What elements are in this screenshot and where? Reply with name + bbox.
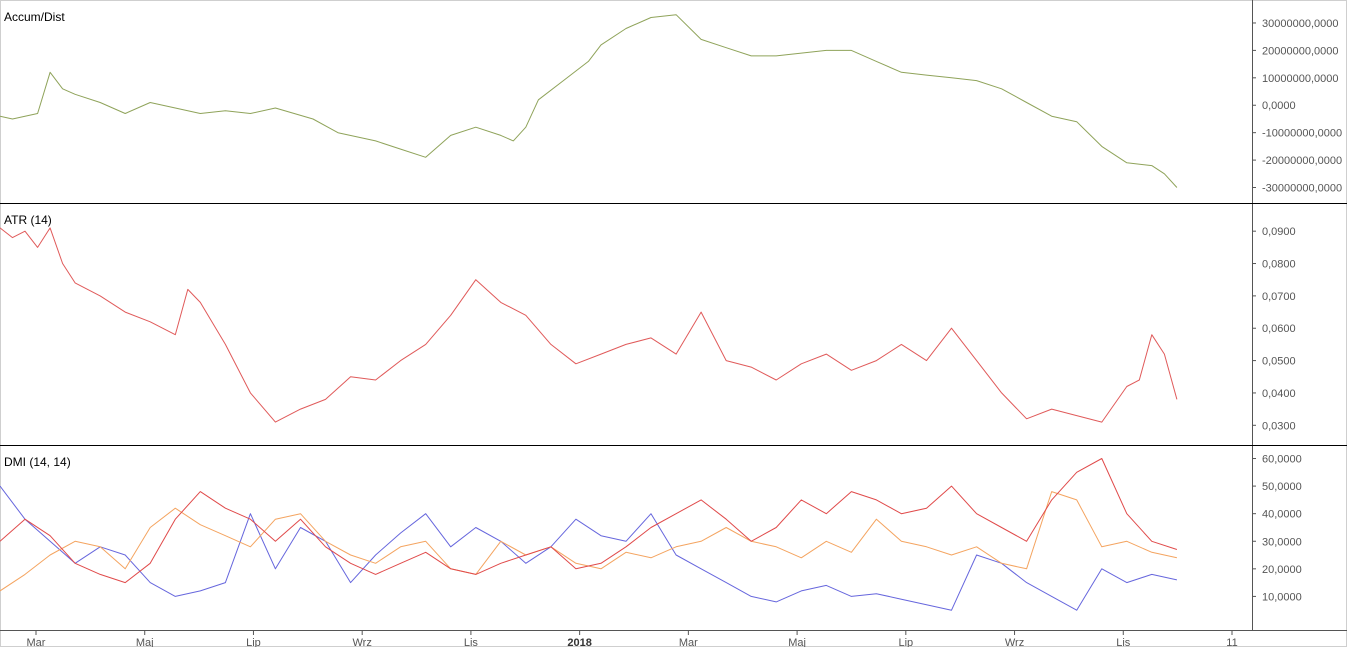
series-line <box>0 458 1178 584</box>
x-tick-label: 2018 <box>567 637 591 647</box>
y-tick-label: -20000000,0000 <box>1262 155 1342 167</box>
series-line <box>0 485 1178 611</box>
x-tick-label: Wrz <box>353 637 372 647</box>
x-tick-label: Wrz <box>1005 637 1024 647</box>
y-tick-label: 0,0700 <box>1262 291 1296 303</box>
x-tick-label: 11 <box>1226 637 1237 647</box>
dmi-panel: DMI (14, 14) 60,0000 50,0000 40,0000 30,0000… <box>0 454 1302 611</box>
y-tick-label: 0,0400 <box>1262 388 1296 400</box>
x-tick-label: Mar <box>27 637 46 647</box>
y-tick-label: -30000000,0000 <box>1262 183 1342 195</box>
y-tick-label: 0,0500 <box>1262 356 1296 368</box>
x-tick-label: Lip <box>898 637 913 647</box>
series-line <box>0 227 1178 423</box>
y-tick-label: 0,0300 <box>1262 420 1296 432</box>
x-tick-label: Lis <box>464 637 479 647</box>
panel-title: Accum/Dist <box>4 10 65 24</box>
y-tick-label: 0,0000 <box>1262 100 1296 112</box>
y-tick-label: 20000000,0000 <box>1262 45 1338 57</box>
y-tick-label: 0,0800 <box>1262 259 1296 271</box>
x-tick-label: Mar <box>679 637 698 647</box>
y-tick-label: 50,0000 <box>1262 481 1302 493</box>
y-tick-label: 40,0000 <box>1262 509 1302 521</box>
x-tick-label: Lis <box>1116 637 1131 647</box>
x-tick-label: Maj <box>788 637 806 647</box>
y-tick-label: 10,0000 <box>1262 591 1302 603</box>
y-tick-label: 20,0000 <box>1262 564 1302 576</box>
accum-dist-panel: Accum/Dist 30000000,0000 20000000,0000 1000… <box>0 10 1342 195</box>
y-tick-label: 0,0900 <box>1262 226 1296 238</box>
panel-title: DMI (14, 14) <box>4 455 71 469</box>
x-tick-label: Lip <box>246 637 261 647</box>
series-line <box>0 14 1178 188</box>
series-line <box>0 491 1178 592</box>
y-tick-label: 0,0600 <box>1262 323 1296 335</box>
x-axis: Mar Maj Lip Wrz Lis 2018 Mar Maj Lip Wrz Lis 11 <box>27 630 1238 647</box>
atr-panel: ATR (14) 0,0900 0,0800 0,0700 0,0600 0,0500 0,… <box>0 213 1296 432</box>
y-tick-label: 60,0000 <box>1262 454 1302 466</box>
y-tick-label: 30,0000 <box>1262 536 1302 548</box>
x-tick-label: Maj <box>136 637 154 647</box>
panel-title: ATR (14) <box>4 213 52 227</box>
y-tick-label: 10000000,0000 <box>1262 73 1338 85</box>
y-tick-label: 30000000,0000 <box>1262 18 1338 30</box>
y-tick-label: -10000000,0000 <box>1262 128 1342 140</box>
